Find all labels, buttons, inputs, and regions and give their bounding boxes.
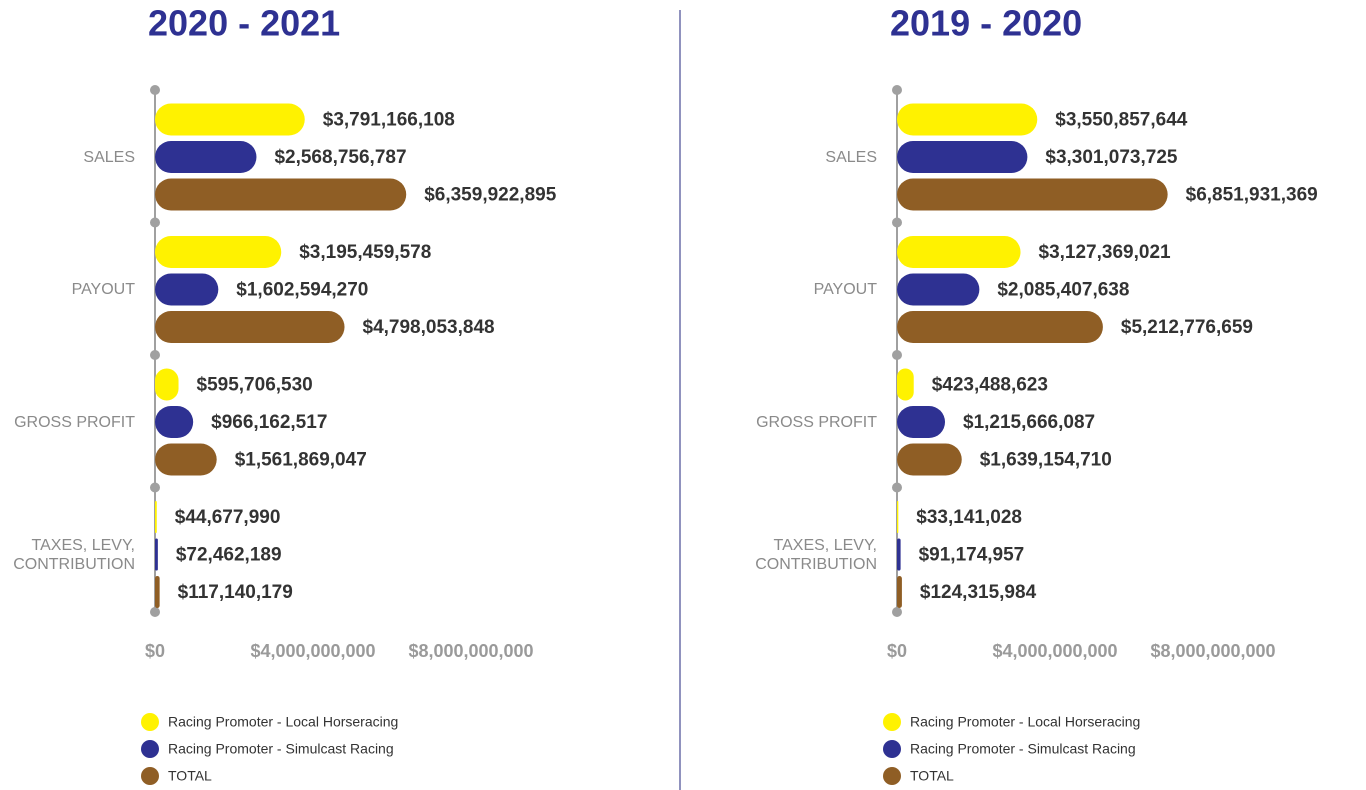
bar	[155, 311, 345, 343]
category-label: SALES	[83, 148, 135, 166]
category-label-text: PAYOUT	[813, 281, 877, 298]
bar	[897, 576, 902, 608]
bar	[155, 576, 160, 608]
legend-label: Racing Promoter - Local Horseracing	[168, 714, 398, 730]
legend-label: Racing Promoter - Simulcast Racing	[910, 741, 1136, 757]
category-label-text: TAXES, LEVY, CONTRIBUTION	[755, 536, 877, 573]
category-label-text: PAYOUT	[71, 281, 135, 298]
value-label: $5,212,776,659	[1121, 317, 1253, 338]
value-label: $33,141,028	[916, 507, 1022, 528]
value-label: $1,602,594,270	[236, 280, 368, 301]
x-tick-label: $0	[887, 641, 907, 661]
legend-swatch	[141, 740, 159, 758]
axis-dot	[150, 482, 160, 493]
bar	[155, 273, 219, 306]
bar	[897, 178, 1168, 211]
x-tick-label: $8,000,000,000	[1150, 641, 1275, 661]
value-label: $3,195,459,578	[299, 242, 431, 263]
axis-dot	[150, 350, 160, 360]
category-label: GROSS PROFIT	[14, 413, 135, 431]
category-label-text: SALES	[825, 148, 877, 166]
axis-dot	[150, 217, 160, 228]
axis-dot	[150, 85, 160, 95]
bar	[897, 236, 1021, 268]
chart-title: 2020 - 2021	[148, 3, 340, 44]
value-label: $2,085,407,638	[997, 280, 1129, 301]
bar	[897, 141, 1028, 173]
bar	[155, 406, 194, 438]
chart-title: 2019 - 2020	[890, 3, 1082, 44]
x-tick-label: $8,000,000,000	[408, 641, 533, 661]
value-label: $423,488,623	[932, 375, 1048, 396]
category-label: TAXES, LEVY, CONTRIBUTION	[755, 536, 877, 573]
value-label: $124,315,984	[920, 582, 1037, 603]
category-label: TAXES, LEVY, CONTRIBUTION	[13, 536, 135, 573]
axis-dot	[892, 607, 902, 617]
value-label: $1,639,154,710	[980, 450, 1112, 471]
legend-swatch	[141, 713, 159, 731]
legend-swatch	[883, 767, 901, 785]
bar	[897, 538, 901, 571]
category-label-text: GROSS PROFIT	[14, 413, 135, 431]
value-label: $1,215,666,087	[963, 412, 1095, 433]
bar	[155, 178, 407, 211]
value-label: $4,798,053,848	[363, 317, 495, 338]
value-label: $6,359,922,895	[424, 185, 557, 206]
category-label: GROSS PROFIT	[756, 413, 877, 431]
legend-label: Racing Promoter - Simulcast Racing	[168, 741, 394, 757]
bar	[897, 443, 962, 476]
value-label: $72,462,189	[176, 545, 282, 566]
axis-dot	[150, 607, 160, 617]
legend-label: TOTAL	[168, 768, 212, 784]
value-label: $3,127,369,021	[1039, 242, 1172, 263]
axis-dot	[892, 217, 902, 228]
value-label: $2,568,756,787	[274, 147, 406, 168]
value-label: $6,851,931,369	[1186, 185, 1318, 206]
value-label: $44,677,990	[175, 507, 281, 528]
bar	[897, 501, 899, 533]
bar	[155, 141, 257, 173]
value-label: $3,301,073,725	[1045, 147, 1178, 168]
category-label: PAYOUT	[813, 281, 877, 298]
value-label: $3,550,857,644	[1055, 110, 1188, 131]
legend-swatch	[883, 740, 901, 758]
legend-label: TOTAL	[910, 768, 954, 784]
category-label-text: SALES	[83, 148, 135, 166]
legend-swatch	[883, 713, 901, 731]
category-label-text: GROSS PROFIT	[756, 413, 877, 431]
axis-dot	[892, 85, 902, 95]
x-tick-label: $4,000,000,000	[992, 641, 1117, 661]
value-label: $117,140,179	[178, 582, 293, 603]
category-label: PAYOUT	[71, 281, 135, 298]
legend-swatch	[141, 767, 159, 785]
value-label: $91,174,957	[919, 545, 1025, 566]
value-label: $595,706,530	[197, 375, 313, 396]
value-label: $966,162,517	[211, 412, 327, 433]
bar	[155, 443, 217, 476]
bar	[897, 368, 914, 401]
bar	[155, 368, 179, 401]
bar	[155, 501, 157, 533]
legend-label: Racing Promoter - Local Horseracing	[910, 714, 1140, 730]
axis-dot	[892, 482, 902, 493]
bar	[897, 273, 980, 306]
axis-dot	[892, 350, 902, 360]
x-tick-label: $0	[145, 641, 165, 661]
bar	[897, 103, 1038, 136]
value-label: $3,791,166,108	[323, 110, 455, 131]
bar	[897, 406, 946, 438]
x-tick-label: $4,000,000,000	[250, 641, 375, 661]
bar	[155, 538, 158, 571]
value-label: $1,561,869,047	[235, 450, 367, 471]
category-label: SALES	[825, 148, 877, 166]
bar	[155, 103, 305, 136]
bar	[155, 236, 282, 268]
bar	[897, 311, 1103, 343]
category-label-text: TAXES, LEVY, CONTRIBUTION	[13, 536, 135, 573]
